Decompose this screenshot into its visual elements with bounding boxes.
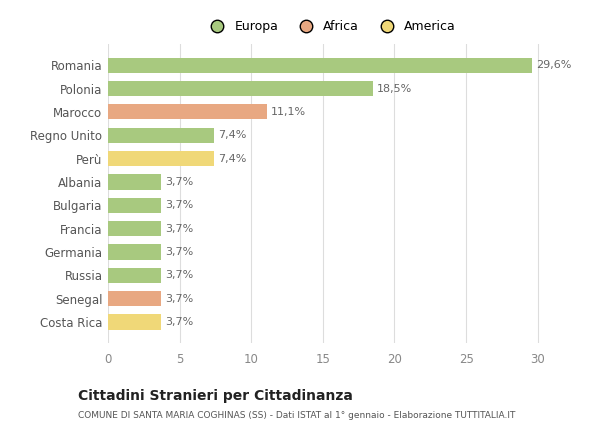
Text: 3,7%: 3,7% [165,177,194,187]
Text: 3,7%: 3,7% [165,317,194,327]
Text: 29,6%: 29,6% [536,60,572,70]
Text: 3,7%: 3,7% [165,224,194,234]
Legend: Europa, Africa, America: Europa, Africa, America [204,20,456,33]
Bar [108,244,161,260]
Text: 3,7%: 3,7% [165,270,194,280]
Bar [108,174,161,190]
Bar [108,198,161,213]
Text: 7,4%: 7,4% [218,130,247,140]
Text: 11,1%: 11,1% [271,107,307,117]
Bar [108,81,373,96]
Text: 18,5%: 18,5% [377,84,413,94]
Bar [108,315,161,330]
Bar [108,221,161,236]
Text: 3,7%: 3,7% [165,293,194,304]
Text: 7,4%: 7,4% [218,154,247,164]
Text: Cittadini Stranieri per Cittadinanza: Cittadini Stranieri per Cittadinanza [78,389,353,403]
Bar [108,58,532,73]
Bar [108,268,161,283]
Bar [108,291,161,306]
Text: COMUNE DI SANTA MARIA COGHINAS (SS) - Dati ISTAT al 1° gennaio - Elaborazione TU: COMUNE DI SANTA MARIA COGHINAS (SS) - Da… [78,411,515,420]
Bar [108,104,267,120]
Text: 3,7%: 3,7% [165,247,194,257]
Bar [108,128,214,143]
Bar [108,151,214,166]
Text: 3,7%: 3,7% [165,200,194,210]
